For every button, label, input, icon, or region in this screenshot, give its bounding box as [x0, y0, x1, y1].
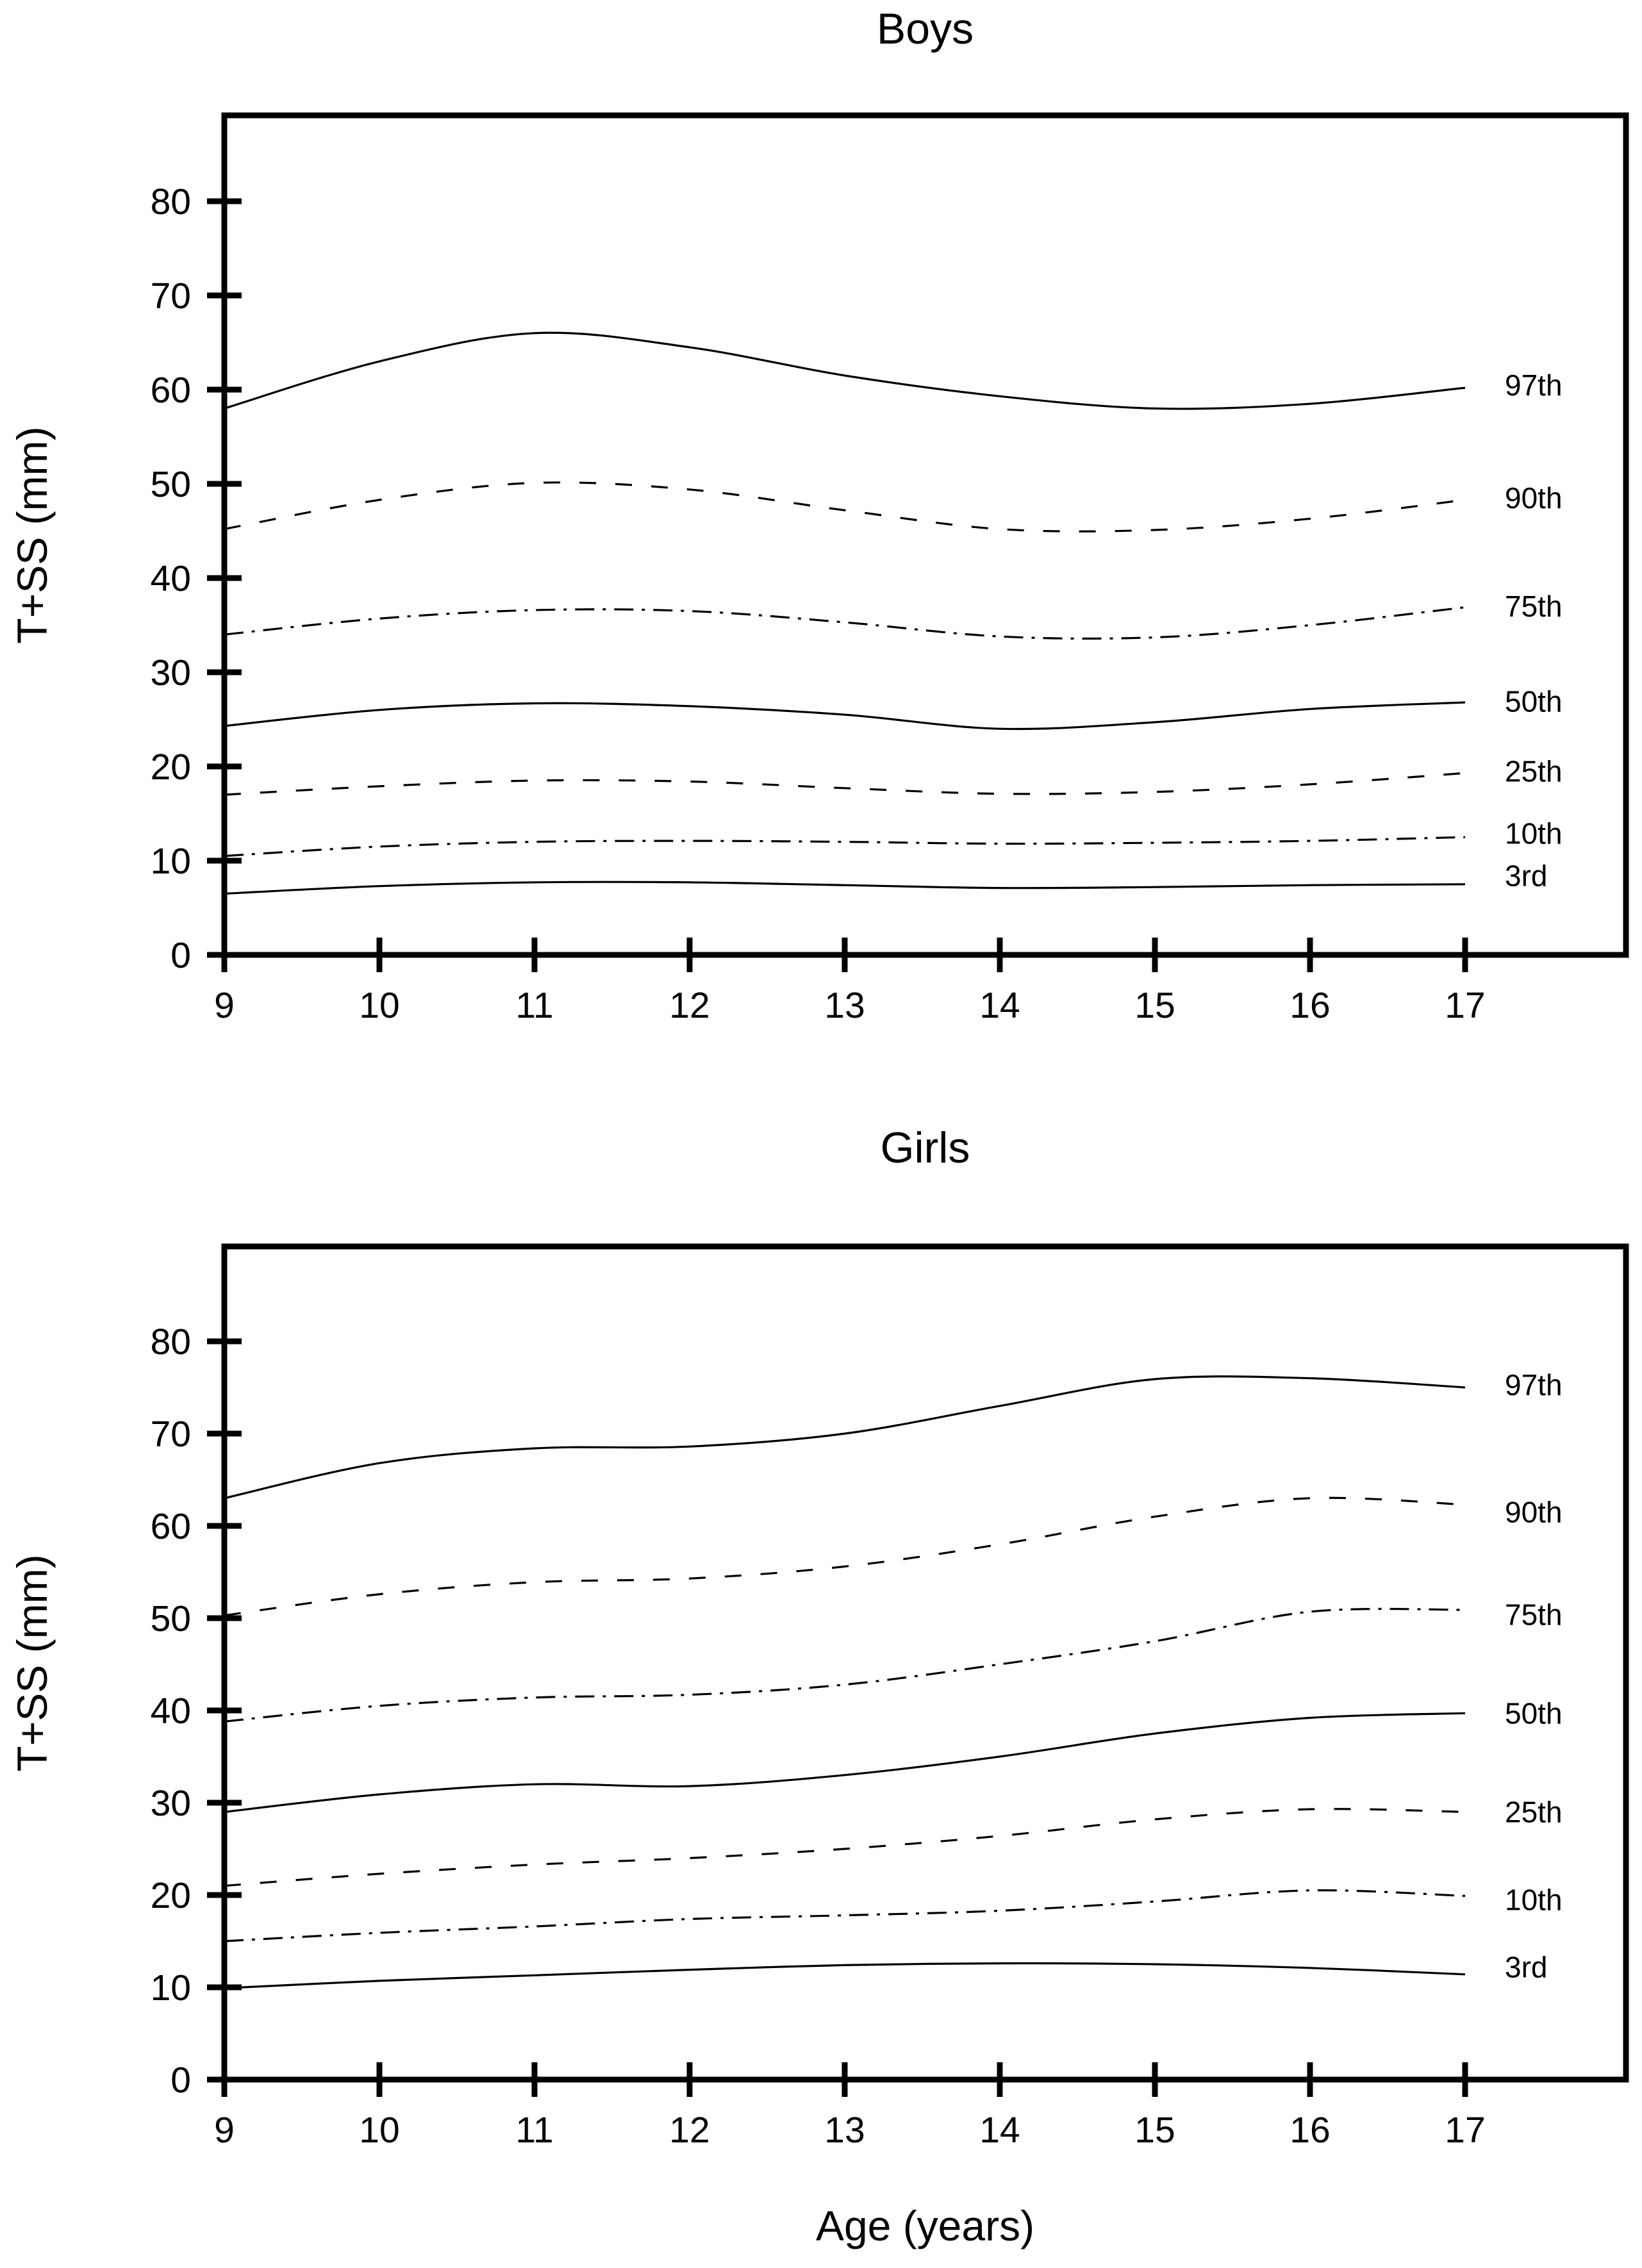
series-label-25th: 25th: [1505, 1796, 1563, 1829]
curve-25th: [224, 1808, 1466, 1887]
x-tick-label: 15: [1134, 985, 1175, 1026]
curve-75th: [224, 606, 1466, 640]
plot-box: [221, 1243, 1629, 2083]
series-label-90th: 90th: [1505, 1496, 1563, 1529]
curve-10th: [224, 1889, 1466, 1942]
curve-50th: [224, 1712, 1466, 1813]
x-tick-label: 15: [1134, 2110, 1175, 2151]
y-tick-label: 10: [151, 841, 191, 882]
plot-box: [221, 112, 1629, 958]
series-label-75th: 75th: [1505, 590, 1563, 623]
x-tick-label: 13: [824, 985, 865, 1026]
y-tick-label: 80: [151, 1321, 191, 1362]
y-tick-label: 20: [151, 747, 191, 788]
x-tick-label: 17: [1445, 2110, 1485, 2151]
y-tick-label: 0: [170, 935, 191, 976]
curve-97th: [224, 331, 1466, 410]
x-axis-title: Age (years): [815, 2202, 1035, 2249]
x-tick-label: 17: [1445, 985, 1485, 1026]
x-tick-label: 12: [669, 2110, 709, 2151]
curve-10th: [224, 836, 1466, 857]
x-tick-label: 9: [214, 2110, 235, 2151]
curve-75th: [224, 1607, 1466, 1723]
x-tick-label: 16: [1290, 985, 1330, 1026]
series-label-25th: 25th: [1505, 754, 1563, 788]
x-tick-label: 12: [669, 985, 709, 1026]
curve-90th: [224, 481, 1466, 533]
x-tick-label: 11: [515, 985, 553, 1026]
x-tick-label: 16: [1290, 2110, 1330, 2151]
y-tick-label: 30: [151, 652, 191, 693]
series-label-97th: 97th: [1505, 368, 1563, 402]
y-tick-label: 70: [151, 276, 191, 317]
series-label-10th: 10th: [1505, 1883, 1563, 1916]
curve-97th: [224, 1375, 1466, 1500]
y-tick-label: 80: [151, 181, 191, 222]
y-tick-label: 40: [151, 1691, 191, 1732]
series-label-3rd: 3rd: [1505, 1950, 1547, 1983]
y-tick-label: 30: [151, 1783, 191, 1824]
y-tick-label: 60: [151, 370, 191, 411]
y-tick-label: 50: [151, 464, 191, 505]
y-tick-label: 50: [151, 1598, 191, 1639]
x-tick-label: 13: [824, 2110, 865, 2151]
curve-50th: [224, 701, 1466, 731]
series-label-75th: 75th: [1505, 1598, 1563, 1631]
series-label-97th: 97th: [1505, 1368, 1563, 1402]
y-tick-label: 40: [151, 558, 191, 599]
curve-25th: [224, 772, 1466, 796]
series-label-10th: 10th: [1505, 816, 1563, 850]
curve-3rd: [224, 881, 1466, 895]
x-tick-label: 14: [979, 2110, 1020, 2151]
series-label-3rd: 3rd: [1505, 859, 1547, 893]
series-label-90th: 90th: [1505, 481, 1563, 515]
boys-panel-title: Boys: [876, 4, 974, 53]
girls-panel-title: Girls: [880, 1123, 970, 1172]
curve-3rd: [224, 1962, 1466, 1989]
boys-chart: 0 10 20 30 40 50 60 70 80 9 10 11 12 13 14 15 16 17 97th 90…: [151, 112, 1629, 1026]
y-tick-label: 60: [151, 1506, 191, 1547]
series-label-50th: 50th: [1505, 685, 1563, 718]
x-tick-label: 10: [359, 2110, 399, 2151]
x-tick-label: 10: [359, 985, 399, 1026]
curve-90th: [224, 1496, 1466, 1617]
y-tick-label: 10: [151, 1967, 191, 2008]
x-tick-label: 14: [979, 985, 1020, 1026]
x-tick-label: 9: [214, 985, 235, 1026]
y-tick-label: 0: [170, 2060, 191, 2101]
y-tick-label: 20: [151, 1875, 191, 1916]
series-label-50th: 50th: [1505, 1696, 1563, 1730]
x-tick-label: 11: [515, 2110, 553, 2151]
girls-chart: 0 10 20 30 40 50 60 70 80 9 10 11 12 13 14 15 16 17 97th 90…: [151, 1243, 1629, 2151]
y-tick-label: 70: [151, 1414, 191, 1455]
